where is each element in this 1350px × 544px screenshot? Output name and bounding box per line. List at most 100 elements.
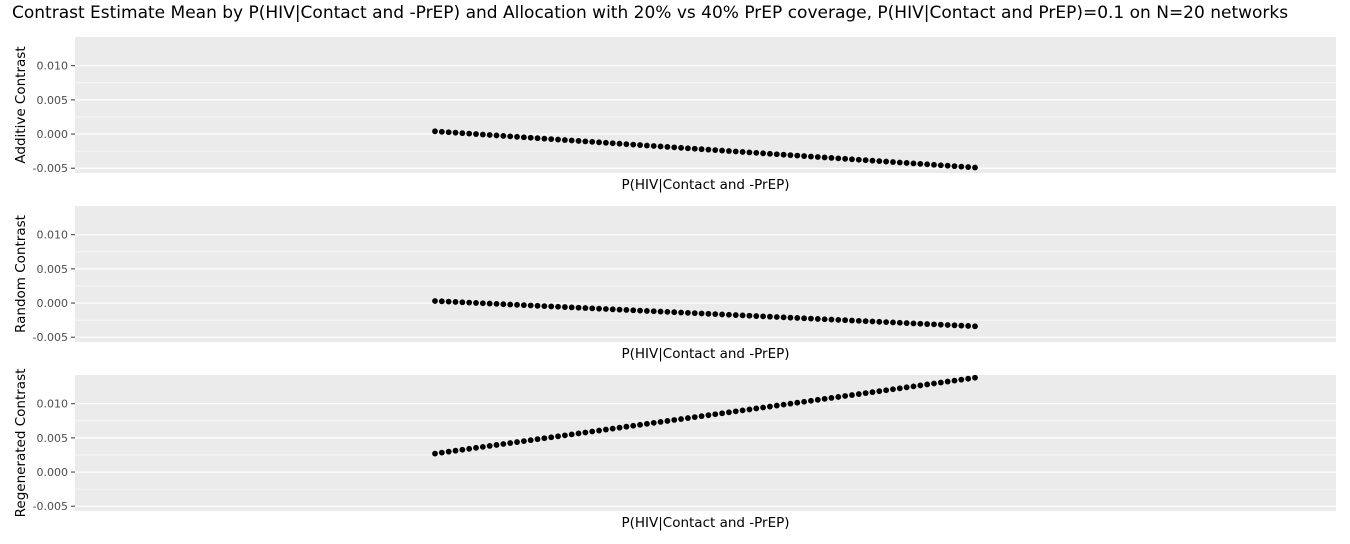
gridlines bbox=[75, 234, 1336, 338]
data-point bbox=[602, 306, 609, 312]
data-point bbox=[452, 299, 459, 305]
data-point bbox=[958, 322, 965, 329]
data-point bbox=[500, 301, 507, 308]
y-axis-label: Random Contrast bbox=[13, 215, 29, 333]
data-point bbox=[808, 397, 814, 404]
data-point bbox=[705, 146, 712, 153]
data-point bbox=[459, 446, 466, 453]
data-point bbox=[493, 442, 500, 448]
data-point bbox=[944, 378, 951, 385]
data-point bbox=[855, 391, 862, 397]
data-point bbox=[486, 443, 493, 449]
data-point bbox=[520, 438, 527, 445]
data-point bbox=[794, 399, 801, 406]
data-point bbox=[753, 405, 760, 412]
data-point bbox=[671, 144, 678, 151]
data-point bbox=[801, 315, 808, 322]
data-point bbox=[910, 160, 917, 167]
data-point bbox=[937, 379, 944, 386]
data-point bbox=[719, 311, 725, 318]
data-point bbox=[951, 322, 958, 329]
data-point bbox=[821, 395, 828, 402]
data-point bbox=[609, 306, 616, 313]
y-tick-label: 0.000 bbox=[37, 466, 69, 479]
data-point bbox=[835, 394, 842, 400]
data-point bbox=[767, 150, 773, 157]
data-point bbox=[869, 389, 876, 396]
data-point bbox=[520, 302, 527, 309]
data-point bbox=[561, 137, 568, 143]
data-point bbox=[808, 153, 814, 160]
data-point bbox=[589, 428, 596, 435]
data-point bbox=[473, 131, 479, 137]
data-point bbox=[623, 423, 630, 430]
data-point bbox=[466, 299, 473, 306]
data-point bbox=[486, 300, 493, 307]
data-point bbox=[944, 322, 951, 328]
data-point bbox=[602, 139, 609, 146]
random-contrast-panel: -0.005 0.000 0.005 0.010 P(HIV|Contact and … bbox=[13, 206, 1336, 362]
data-point bbox=[910, 320, 917, 327]
data-point bbox=[965, 375, 972, 382]
data-point bbox=[814, 316, 821, 322]
data-point bbox=[596, 305, 602, 312]
data-point bbox=[582, 138, 589, 145]
data-point bbox=[507, 301, 514, 308]
data-point bbox=[814, 396, 821, 403]
data-point bbox=[705, 412, 712, 419]
data-point bbox=[869, 157, 876, 164]
data-point bbox=[678, 416, 684, 422]
data-point bbox=[780, 401, 787, 408]
chart-title: Contrast Estimate Mean by P(HIV|Contact … bbox=[12, 3, 1289, 23]
data-point bbox=[548, 434, 555, 441]
data-point bbox=[664, 418, 671, 424]
data-point bbox=[657, 419, 664, 425]
data-point bbox=[801, 153, 808, 159]
data-point bbox=[691, 414, 698, 421]
y-tick-label: 0.005 bbox=[37, 263, 69, 276]
y-tick-label: 0.010 bbox=[37, 398, 69, 411]
y-axis-ticks: -0.005 0.000 0.005 0.010 bbox=[33, 398, 75, 513]
data-point bbox=[452, 447, 459, 454]
data-point bbox=[958, 163, 965, 170]
gridlines bbox=[75, 403, 1336, 507]
data-point bbox=[650, 419, 657, 426]
data-point bbox=[432, 298, 438, 304]
data-point bbox=[438, 298, 445, 305]
data-point bbox=[650, 143, 657, 149]
y-tick-label: 0.010 bbox=[37, 229, 69, 242]
data-point bbox=[746, 406, 753, 413]
data-point bbox=[589, 305, 596, 312]
data-point bbox=[534, 436, 541, 443]
data-point bbox=[726, 148, 732, 154]
data-point bbox=[972, 374, 978, 381]
data-point bbox=[760, 150, 767, 157]
data-point bbox=[767, 313, 773, 320]
data-point bbox=[890, 159, 896, 165]
data-point bbox=[876, 388, 883, 395]
data-points bbox=[432, 128, 978, 171]
data-point bbox=[972, 164, 978, 171]
data-point bbox=[596, 427, 602, 434]
data-point bbox=[794, 315, 801, 321]
y-axis-ticks: -0.005 0.000 0.005 0.010 bbox=[33, 60, 75, 175]
data-point bbox=[883, 158, 890, 165]
data-point bbox=[691, 145, 698, 152]
y-tick-label: -0.005 bbox=[33, 162, 68, 175]
data-point bbox=[534, 135, 541, 142]
y-tick-label: 0.005 bbox=[37, 94, 69, 107]
data-point bbox=[944, 162, 951, 169]
data-point bbox=[931, 161, 937, 168]
data-point bbox=[732, 408, 739, 415]
data-point bbox=[438, 449, 445, 456]
data-point bbox=[732, 312, 739, 318]
data-point bbox=[685, 309, 691, 316]
data-point bbox=[575, 138, 582, 144]
data-point bbox=[890, 319, 896, 326]
data-point bbox=[924, 321, 931, 327]
data-point bbox=[438, 128, 445, 135]
data-point bbox=[479, 131, 486, 138]
data-point bbox=[479, 443, 486, 450]
data-point bbox=[561, 304, 568, 310]
data-point bbox=[712, 147, 719, 154]
